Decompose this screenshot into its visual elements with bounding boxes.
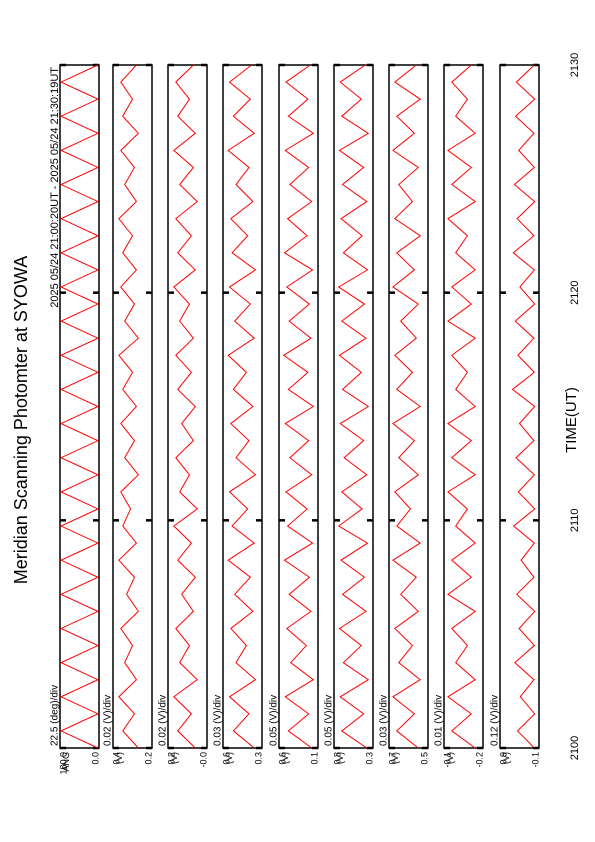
chart-title: Meridian Scanning Photomter at SYOWA: [11, 256, 31, 584]
panel-frame: [443, 64, 484, 749]
data-line: [118, 64, 140, 749]
unit-label: (V): [445, 752, 455, 764]
y-tick-label: 0.3: [364, 752, 374, 765]
y-tick-label: -0.1: [530, 752, 540, 768]
scale-label: 0.05 (V)/div: [324, 695, 335, 746]
scale-label: 22.5 (deg)/div: [50, 685, 61, 746]
unit-label: (V): [169, 752, 179, 764]
unit-label: (V): [501, 752, 511, 764]
y-tick-label: 0.0: [90, 752, 100, 765]
panel-frame: [388, 64, 429, 749]
data-line: [59, 64, 100, 749]
scale-label: 0.05 (V)/div: [269, 695, 280, 746]
panel-frame: [222, 64, 263, 749]
unit-label: (V): [114, 752, 124, 764]
unit-label: (V): [390, 752, 400, 764]
scale-label: 0.12 (V)/div: [490, 695, 501, 746]
scale-label: 0.01 (V)/div: [434, 695, 445, 746]
scale-label: 0.02 (V)/div: [103, 695, 114, 746]
y-tick-label: 0.2: [166, 752, 176, 765]
unit-label: (V): [335, 752, 345, 764]
unit-label: (V): [280, 752, 290, 764]
scale-label: 0.03 (V)/div: [379, 695, 390, 746]
x-tick-label: 2110: [569, 509, 581, 533]
data-line: [173, 64, 199, 749]
y-tick-label: -0.1: [442, 752, 452, 768]
x-axis-label: TIME(UT): [563, 387, 580, 453]
y-tick-label: 0.8: [332, 752, 342, 765]
data-line: [392, 64, 422, 749]
panel-frame: [333, 64, 374, 749]
y-tick-label: 0.6: [221, 752, 231, 765]
y-tick-label: -0.0: [198, 752, 208, 768]
data-line: [337, 64, 370, 749]
data-line: [227, 64, 257, 749]
x-tick-label: 2100: [569, 736, 581, 760]
panel-frame: [499, 64, 540, 749]
x-tick-label: 2120: [569, 280, 581, 304]
unit-label: (V): [224, 752, 234, 764]
scale-label: 0.02 (V)/div: [158, 695, 169, 746]
scale-label: 0.03 (V)/div: [213, 695, 224, 746]
panel-frame: [278, 64, 319, 749]
panel-frame: [112, 64, 153, 749]
unit-label: ANG: [61, 752, 71, 772]
panel-frame: [167, 64, 208, 749]
y-tick-label: 0.7: [387, 752, 397, 765]
data-line: [282, 64, 315, 749]
panel-frame: [59, 64, 100, 749]
x-tick-label: 2130: [569, 53, 581, 77]
chart-subtitle: 2025 05/24 21:00:20UT - 2025 05/24 21:30…: [49, 67, 61, 308]
y-tick-label: 0.4: [111, 752, 121, 765]
y-tick-label: 0.6: [277, 752, 287, 765]
y-tick-label: 180.0: [58, 752, 68, 775]
y-tick-label: -0.2: [474, 752, 484, 768]
y-tick-label: 0.9: [498, 752, 508, 765]
y-tick-label: 0.1: [309, 752, 319, 765]
y-tick-label: 0.3: [253, 752, 263, 765]
y-tick-label: 0.2: [143, 752, 153, 765]
data-line: [511, 64, 536, 749]
data-line: [447, 64, 477, 749]
y-tick-label: 0.5: [419, 752, 429, 765]
